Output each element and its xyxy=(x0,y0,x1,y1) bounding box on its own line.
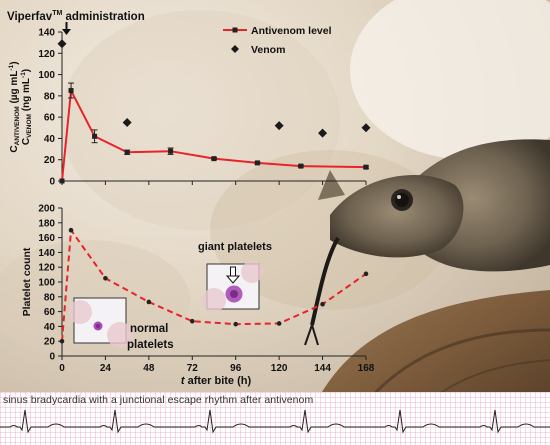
antivenom-point xyxy=(168,148,174,154)
antivenom-point xyxy=(124,149,130,155)
bottom-y-tick-label: 0 xyxy=(49,352,55,363)
bottom-xlabel: t after bite (h) xyxy=(181,375,252,387)
bottom-y-tick-label: 20 xyxy=(44,337,56,348)
bottom-chart: 0 20 40 60 80 100 120 140 160 180 200 0 24 48 72 96 120… xyxy=(21,204,375,388)
giant-platelets-label: giant platelets xyxy=(198,241,272,253)
platelet-point xyxy=(59,338,65,344)
top-legend: Antivenom level Venom xyxy=(223,25,332,56)
bottom-x-tick-label: 24 xyxy=(100,363,112,374)
platelet-point xyxy=(233,321,239,327)
normal-platelets-label-2: platelets xyxy=(127,339,174,351)
bottom-y-tick-label: 180 xyxy=(38,218,55,229)
bottom-x-tick-label: 0 xyxy=(59,363,65,374)
platelet-point xyxy=(146,299,152,305)
bottom-x-tick-label: 120 xyxy=(271,363,288,374)
giant-platelet-arrow-icon xyxy=(225,266,241,284)
antivenom-point xyxy=(298,163,304,169)
top-y-tick-label: 120 xyxy=(38,49,55,60)
bottom-x-tick-label: 48 xyxy=(143,363,155,374)
ecg-trace xyxy=(0,409,550,434)
ecg-waveform xyxy=(0,409,550,434)
top-y-tick-label: 20 xyxy=(44,155,56,166)
venom-point xyxy=(122,117,132,127)
bottom-x-tick-label: 168 xyxy=(358,363,375,374)
top-ylabel-antivenom: CANTIVENOM (µg mL-1) xyxy=(8,61,21,152)
platelet-series-line xyxy=(61,227,367,342)
antivenom-point xyxy=(59,178,65,184)
venom-point xyxy=(318,128,328,138)
platelet-point xyxy=(103,276,108,281)
top-y-tick-label: 140 xyxy=(38,28,55,39)
bottom-y-tick-label: 40 xyxy=(44,322,56,333)
ecg-strip xyxy=(0,392,550,445)
legend-venom-label: Venom xyxy=(251,44,285,56)
top-y-tick-label: 40 xyxy=(44,134,56,145)
legend-venom-marker xyxy=(231,45,239,53)
bottom-y-tick-label: 140 xyxy=(38,248,55,259)
antivenom-point xyxy=(254,160,260,166)
ecg-caption: sinus bradycardia with a junctional esca… xyxy=(3,394,314,406)
bottom-x-tick-label: 72 xyxy=(187,363,199,374)
platelet-point xyxy=(189,318,195,324)
antivenom-point xyxy=(92,133,98,139)
antivenom-series-line xyxy=(61,87,367,182)
platelet-point xyxy=(363,271,369,277)
antivenom-point xyxy=(363,164,369,170)
top-y-tick-label: 60 xyxy=(44,113,56,124)
antivenom-point xyxy=(68,88,74,94)
platelet-point xyxy=(276,321,282,326)
bottom-y-tick-label: 200 xyxy=(38,204,55,215)
administration-arrow-icon xyxy=(62,22,71,35)
bottom-x-tick-label: 144 xyxy=(314,363,331,374)
bottom-y-tick-label: 120 xyxy=(38,263,55,274)
venom-point xyxy=(274,121,284,131)
platelet-point xyxy=(68,227,74,233)
platelet-point xyxy=(320,301,325,307)
antivenom-point xyxy=(211,156,217,162)
top-y-tick-label: 100 xyxy=(38,70,55,81)
bottom-y-tick-label: 100 xyxy=(38,278,55,289)
bottom-y-tick-label: 60 xyxy=(44,307,56,318)
bottom-ylabel: Platelet count xyxy=(21,247,33,316)
venom-point xyxy=(57,39,67,49)
normal-platelets-inset xyxy=(68,297,133,348)
top-y-tick-label: 80 xyxy=(44,91,56,102)
bottom-y-tick-label: 80 xyxy=(44,292,56,303)
normal-platelets-label: normal xyxy=(130,323,168,335)
top-ylabel-venom: CVENOM (ng mL-1) xyxy=(20,69,33,145)
viperfav-annotation: ViperfavTM administration xyxy=(7,10,145,23)
bottom-y-tick-label: 160 xyxy=(38,233,55,244)
bottom-x-tick-label: 96 xyxy=(230,363,242,374)
top-y-tick-label: 0 xyxy=(49,177,55,188)
legend-antivenom-label: Antivenom level xyxy=(251,25,332,37)
venom-point xyxy=(361,123,371,133)
